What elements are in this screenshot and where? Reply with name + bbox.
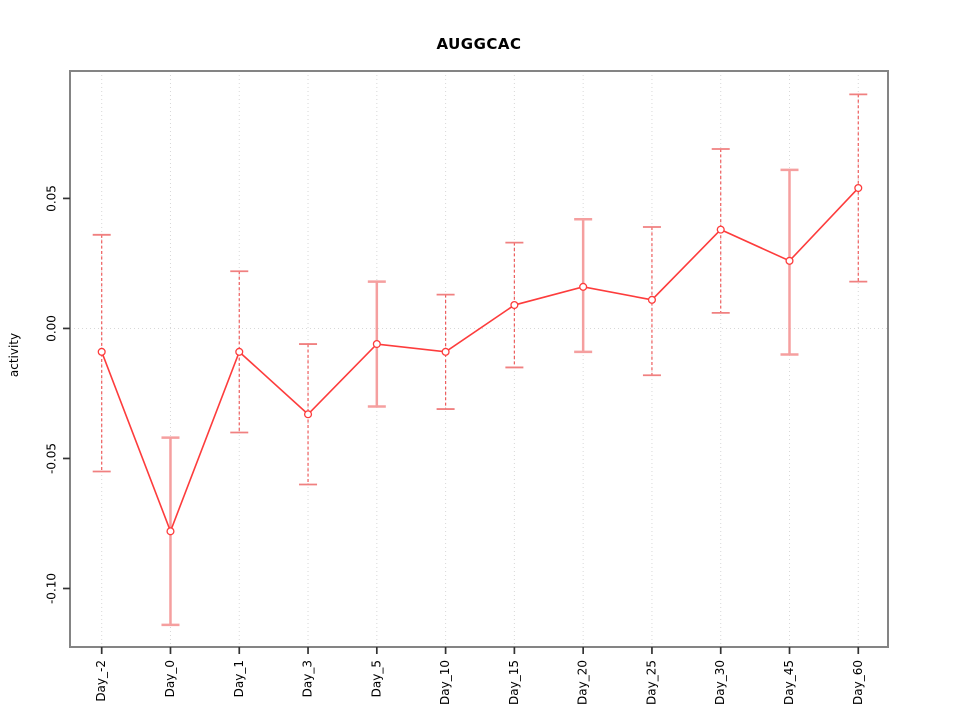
- x-tick-label: Day_1: [232, 660, 246, 697]
- data-point: [166, 527, 175, 536]
- data-point: [303, 410, 313, 419]
- x-tick-label: Day_0: [163, 660, 177, 697]
- data-point: [97, 347, 106, 356]
- y-tick-label: -0.05: [45, 443, 59, 474]
- x-tick-label: Day_3: [301, 660, 315, 697]
- series-line: [100, 187, 859, 534]
- plot-frame: [69, 70, 889, 648]
- y-axis-label: activity: [7, 332, 21, 378]
- x-tick-label: Day_15: [507, 660, 521, 705]
- data-points: [97, 183, 863, 536]
- data-point: [441, 347, 450, 356]
- y-tick-label: 0.00: [45, 315, 59, 342]
- data-point: [647, 295, 656, 304]
- x-tick-label: Day_30: [713, 660, 727, 705]
- data-point: [510, 300, 519, 310]
- data-point: [854, 183, 863, 193]
- x-tick-label: Day_5: [369, 660, 383, 697]
- data-point: [785, 256, 794, 265]
- data-point: [579, 282, 588, 291]
- chart-title: AUGGCAC: [436, 35, 522, 53]
- y-tick-label: -0.10: [45, 573, 59, 604]
- x-tick-label: Day_25: [644, 660, 658, 705]
- x-tick-label: Day_-2: [94, 660, 108, 702]
- x-tick-label: Day_45: [782, 660, 796, 705]
- y-tick-label: 0.05: [45, 185, 59, 212]
- data-point: [235, 347, 244, 356]
- y-axis: 0.05 0.00 -0.05 -0.10: [45, 185, 70, 604]
- gridlines: [70, 71, 888, 647]
- x-axis: Day_-2 Day_0 Day_1 Day_3 Day_5 Day_10 Day_15 Da…: [94, 647, 865, 705]
- x-tick-label: Day_20: [576, 660, 590, 705]
- x-tick-label: Day_60: [851, 660, 865, 705]
- x-tick-label: Day_10: [438, 660, 452, 705]
- error-bars: [92, 93, 868, 627]
- data-point: [716, 225, 725, 234]
- data-point: [372, 339, 381, 349]
